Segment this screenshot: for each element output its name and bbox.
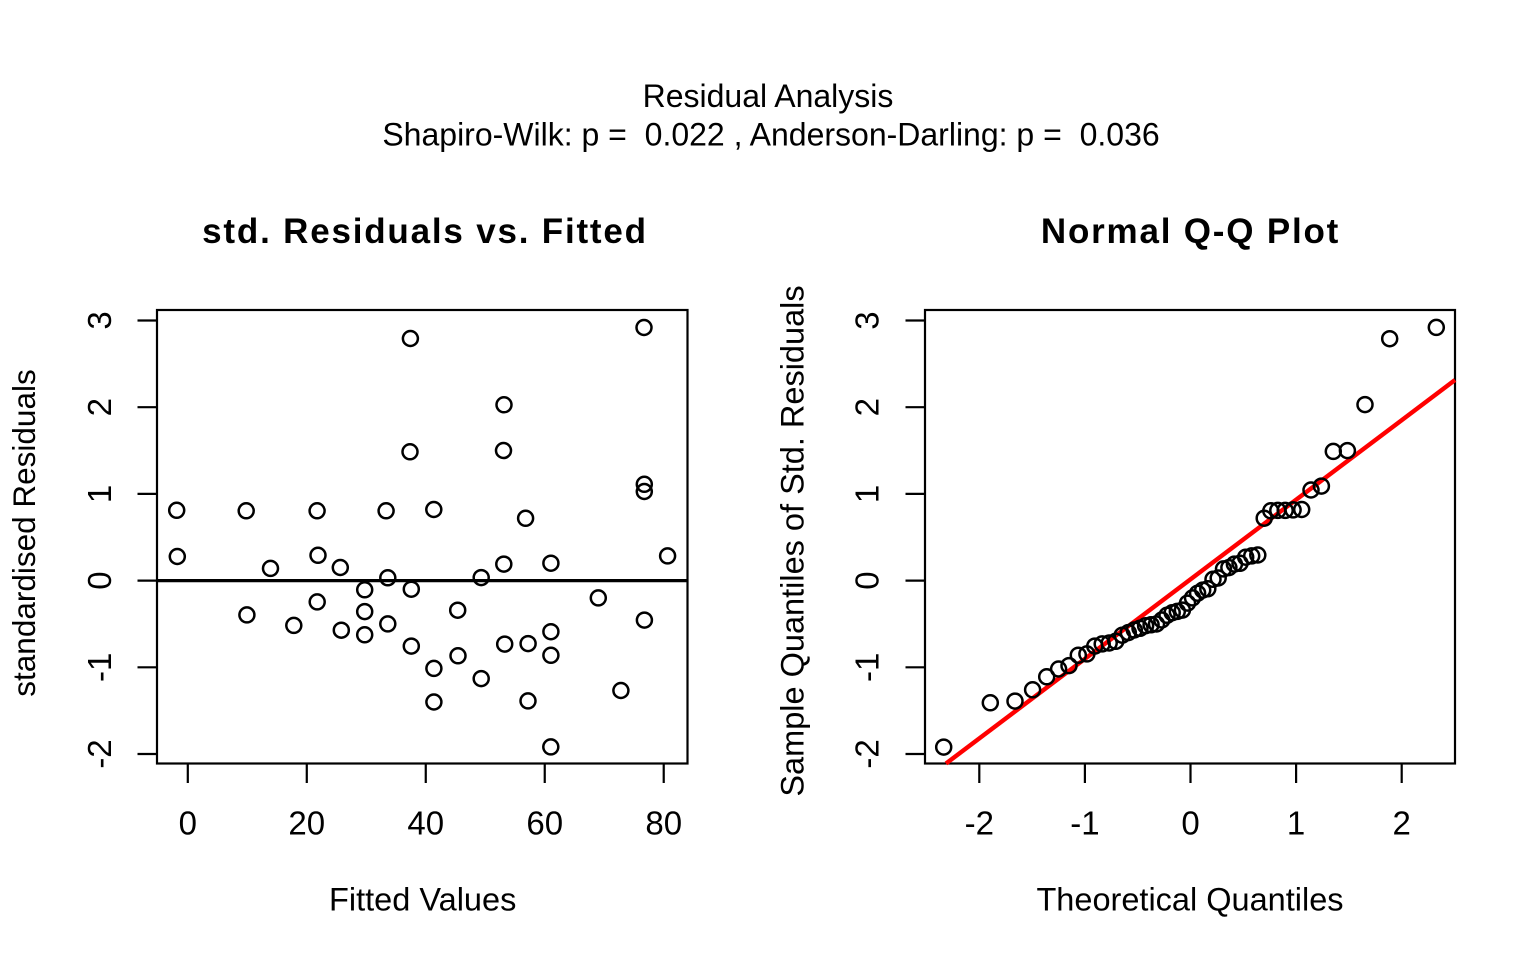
svg-text:-2: -2: [849, 739, 886, 768]
svg-text:-1: -1: [849, 653, 886, 682]
svg-text:3: 3: [849, 311, 886, 329]
svg-text:-2: -2: [81, 739, 118, 768]
svg-text:-1: -1: [1070, 805, 1099, 842]
svg-text:40: 40: [407, 805, 444, 842]
svg-text:1: 1: [1287, 805, 1305, 842]
svg-text:2: 2: [1393, 805, 1411, 842]
svg-text:1: 1: [849, 485, 886, 503]
svg-text:Shapiro-Wilk: p = 0.022 , And: Shapiro-Wilk: p = 0.022 , Anderson-Darli…: [382, 116, 1159, 152]
svg-text:60: 60: [526, 805, 563, 842]
svg-text:Theoretical Quantiles: Theoretical Quantiles: [1036, 882, 1343, 918]
svg-text:0: 0: [179, 805, 197, 842]
svg-text:Sample Quantiles of Std. Resid: Sample Quantiles of Std. Residuals: [775, 285, 811, 796]
svg-text:0: 0: [81, 571, 118, 589]
svg-text:std. Residuals vs. Fitted: std. Residuals vs. Fitted: [202, 212, 648, 251]
svg-text:0: 0: [849, 571, 886, 589]
svg-text:20: 20: [288, 805, 325, 842]
svg-text:80: 80: [645, 805, 682, 842]
svg-text:1: 1: [81, 485, 118, 503]
svg-text:2: 2: [849, 398, 886, 416]
svg-text:2: 2: [81, 398, 118, 416]
svg-text:standardised Residuals: standardised Residuals: [6, 369, 42, 696]
svg-text:Fitted Values: Fitted Values: [329, 882, 516, 918]
svg-text:Residual Analysis: Residual Analysis: [643, 78, 894, 114]
svg-text:3: 3: [81, 311, 118, 329]
svg-text:Normal Q-Q Plot: Normal Q-Q Plot: [1041, 212, 1340, 251]
svg-text:0: 0: [1181, 805, 1199, 842]
svg-text:-2: -2: [965, 805, 994, 842]
svg-text:-1: -1: [81, 653, 118, 682]
